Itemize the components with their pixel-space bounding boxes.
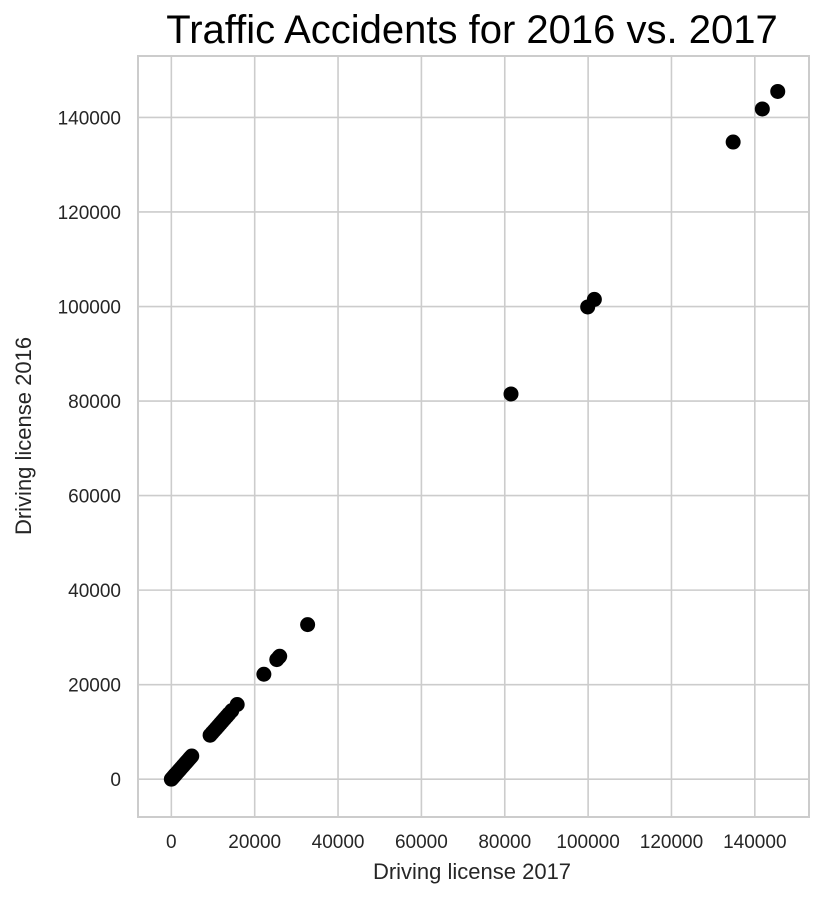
data-point [272, 648, 288, 664]
y-tick-label: 60000 [68, 487, 121, 508]
data-point [300, 617, 316, 633]
x-tick-label: 100000 [556, 832, 619, 853]
x-tick-label: 0 [166, 832, 177, 853]
data-point [184, 748, 200, 764]
plot-frame [137, 55, 810, 818]
data-point [754, 101, 770, 117]
x-tick-label: 20000 [228, 832, 281, 853]
y-tick-label: 80000 [68, 392, 121, 413]
x-axis-label: Driving license 2017 [373, 859, 571, 884]
data-point [586, 291, 602, 307]
data-point [503, 386, 519, 402]
data-points [163, 83, 786, 787]
y-tick-label: 140000 [58, 108, 121, 129]
grid-lines [138, 56, 809, 817]
x-tick-label: 140000 [723, 832, 786, 853]
x-tick-label: 80000 [478, 832, 531, 853]
y-tick-label: 120000 [58, 203, 121, 224]
axes-spines [137, 55, 810, 818]
chart-title: Traffic Accidents for 2016 vs. 2017 [166, 8, 777, 52]
data-point [725, 134, 741, 150]
y-tick-labels: 0 20000 40000 60000 80000 100000 120000 140000 [58, 108, 121, 791]
x-tick-label: 40000 [312, 832, 365, 853]
y-tick-label: 20000 [68, 676, 121, 697]
x-tick-labels: 0 20000 40000 60000 80000 100000 120000 140000 [166, 832, 786, 853]
y-tick-label: 40000 [68, 581, 121, 602]
data-point [256, 666, 272, 682]
y-tick-label: 100000 [58, 298, 121, 319]
data-point [770, 83, 786, 99]
y-tick-label: 0 [110, 770, 121, 791]
y-axis-label: Driving license 2016 [11, 337, 36, 535]
x-tick-label: 120000 [640, 832, 703, 853]
x-tick-label: 60000 [395, 832, 448, 853]
data-point [229, 697, 245, 713]
